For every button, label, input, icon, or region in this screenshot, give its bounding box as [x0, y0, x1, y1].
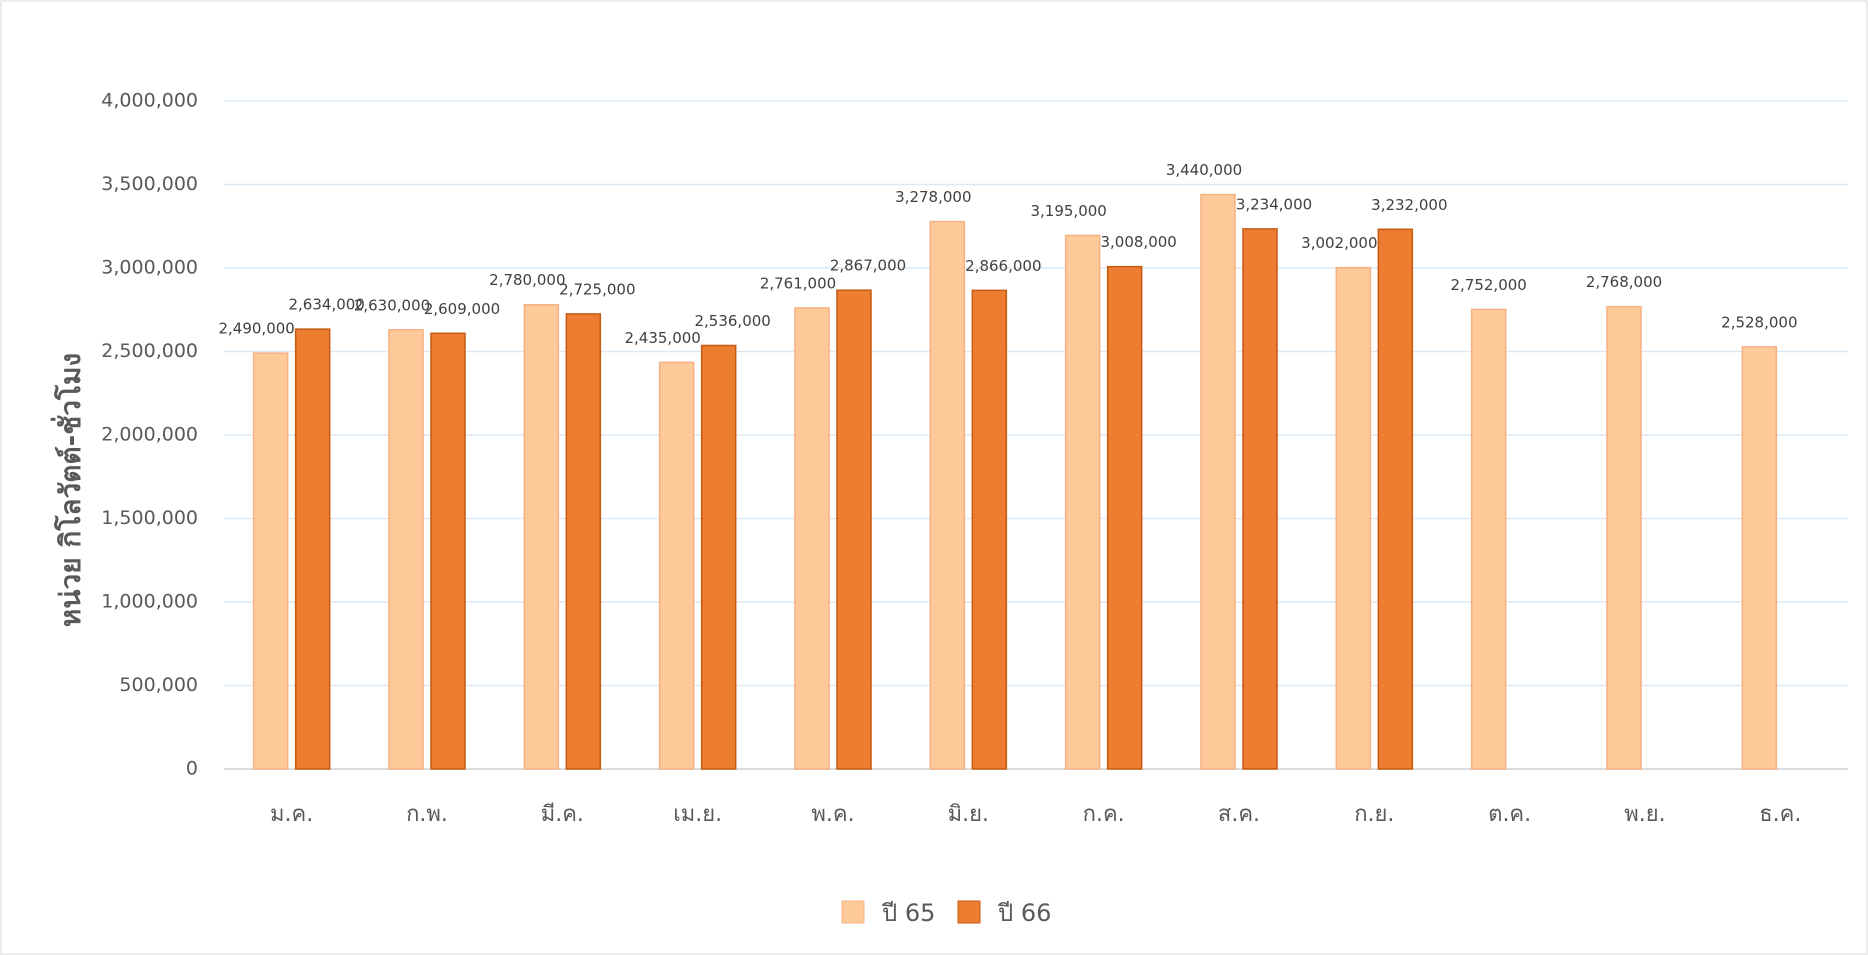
y-tick-label: 0 — [186, 758, 198, 780]
x-tick-label: ก.พ. — [406, 802, 448, 827]
y-tick-label: 3,500,000 — [101, 173, 198, 195]
bar — [1470, 308, 1507, 770]
value-label: 2,752,000 — [1450, 276, 1526, 294]
y-tick-label: 2,000,000 — [101, 424, 198, 446]
x-tick-label: ส.ค. — [1218, 802, 1260, 827]
value-label: 3,278,000 — [895, 188, 971, 206]
value-label: 3,232,000 — [1371, 196, 1447, 214]
bar — [565, 313, 602, 770]
x-tick-label: พ.ย. — [1624, 802, 1665, 827]
bar — [1377, 228, 1414, 770]
bar — [1064, 234, 1101, 770]
y-tick-label: 500,000 — [119, 674, 198, 696]
x-tick-label: เม.ย. — [673, 802, 722, 827]
value-label: 3,195,000 — [1030, 202, 1106, 220]
x-tick-label: มิ.ย. — [948, 802, 989, 827]
bar — [1200, 193, 1236, 770]
value-label: 2,761,000 — [760, 274, 836, 292]
legend-swatch — [957, 900, 981, 924]
bar — [294, 328, 331, 770]
legend-swatch — [841, 900, 865, 924]
value-label: 2,528,000 — [1721, 313, 1797, 331]
bar — [1741, 346, 1778, 770]
bar — [971, 289, 1008, 770]
value-label: 2,609,000 — [424, 300, 500, 318]
bar — [388, 329, 424, 770]
bar — [658, 361, 695, 770]
value-label: 2,768,000 — [1586, 273, 1662, 291]
y-axis-label: หน่วย กิโลวัตต์-ชั่วโมง — [50, 353, 87, 627]
value-label: 2,866,000 — [965, 257, 1041, 275]
value-label: 2,630,000 — [354, 296, 430, 314]
y-tick-label: 4,000,000 — [101, 90, 198, 112]
bar — [523, 303, 560, 770]
y-tick-label: 1,000,000 — [101, 591, 198, 613]
value-label: 2,536,000 — [694, 312, 770, 330]
value-label: 2,867,000 — [830, 257, 906, 275]
bar — [700, 344, 737, 770]
y-tick-label: 3,000,000 — [101, 257, 198, 279]
value-label: 3,002,000 — [1301, 234, 1377, 252]
value-label: 2,634,000 — [288, 296, 364, 314]
bar — [1335, 266, 1372, 770]
x-tick-label: ม.ค. — [270, 802, 313, 827]
legend-label: ปี 65 — [881, 899, 936, 927]
legend-label: ปี 66 — [997, 899, 1052, 927]
x-tick-label: มี.ค. — [541, 802, 584, 827]
value-label: 2,780,000 — [489, 271, 565, 289]
bar — [1106, 265, 1143, 770]
x-tick-label: ก.ย. — [1354, 802, 1394, 827]
bar — [836, 289, 872, 770]
y-tick-label: 2,500,000 — [101, 340, 198, 362]
bar — [794, 307, 830, 770]
value-label: 3,008,000 — [1100, 233, 1176, 251]
x-tick-label: ธ.ค. — [1759, 802, 1801, 827]
bar — [1242, 228, 1278, 770]
bar — [252, 352, 289, 770]
value-label: 2,435,000 — [624, 329, 700, 347]
value-label: 2,725,000 — [559, 280, 635, 298]
bar — [1606, 305, 1642, 770]
y-tick-label: 1,500,000 — [101, 507, 198, 529]
value-label: 2,490,000 — [218, 320, 294, 338]
x-tick-label: ก.ค. — [1083, 802, 1125, 827]
x-tick-label: พ.ค. — [811, 802, 854, 827]
bar — [929, 220, 966, 770]
x-tick-label: ต.ค. — [1488, 802, 1531, 827]
value-label: 3,234,000 — [1236, 195, 1312, 213]
bar — [430, 332, 466, 770]
value-label: 3,440,000 — [1166, 161, 1242, 179]
